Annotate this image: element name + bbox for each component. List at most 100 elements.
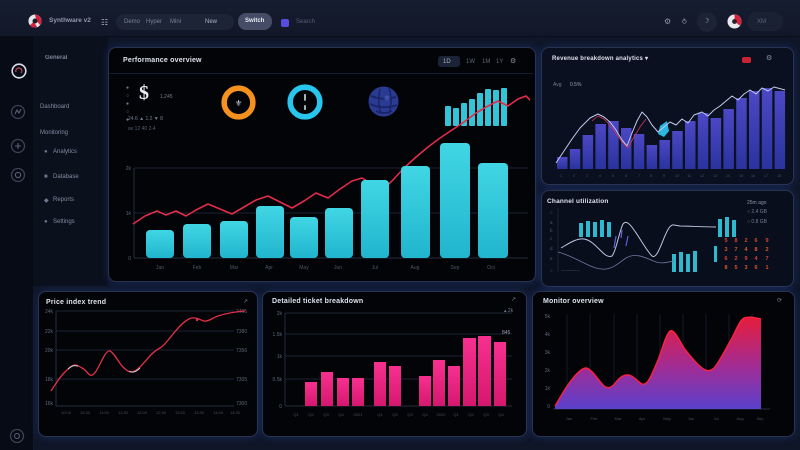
- svg-text:Q1: Q1: [453, 412, 459, 417]
- svg-text:Feb: Feb: [193, 265, 202, 271]
- svg-text:13: 13: [713, 174, 717, 178]
- svg-text:0.5k: 0.5k: [273, 377, 283, 383]
- svg-text:Q4: Q4: [338, 412, 344, 417]
- svg-text:4: 4: [599, 174, 601, 178]
- svg-text:20k: 20k: [45, 348, 54, 354]
- svg-text:12:00: 12:00: [137, 410, 148, 415]
- svg-text:18k: 18k: [45, 377, 54, 383]
- svg-text:Apr: Apr: [265, 265, 273, 271]
- svg-text:7405: 7405: [236, 309, 247, 315]
- svg-text:15: 15: [739, 174, 743, 178]
- svg-text:2021: 2021: [354, 412, 364, 417]
- svg-text:4k: 4k: [545, 332, 551, 338]
- svg-text:Jul: Jul: [713, 416, 718, 421]
- svg-text:3: 3: [744, 265, 747, 271]
- svg-text:11:00: 11:00: [99, 410, 109, 415]
- svg-text:a: a: [550, 220, 553, 225]
- svg-text:⚜: ⚜: [235, 98, 242, 108]
- svg-text:6: 6: [724, 256, 727, 262]
- svg-text:10:30: 10:30: [80, 410, 91, 415]
- svg-text:7: 7: [734, 247, 737, 253]
- svg-text:0: 0: [547, 404, 550, 410]
- svg-text:5: 5: [734, 265, 737, 271]
- svg-text:Jun: Jun: [334, 265, 342, 271]
- svg-text:1: 1: [765, 265, 768, 271]
- svg-text:3: 3: [586, 174, 588, 178]
- svg-text:845: 845: [502, 330, 511, 336]
- svg-text:1k: 1k: [277, 354, 283, 360]
- svg-text:7: 7: [638, 174, 640, 178]
- svg-text:4: 4: [754, 256, 758, 262]
- svg-text:Feb: Feb: [591, 416, 599, 421]
- svg-text:1k: 1k: [126, 211, 132, 217]
- svg-text:2: 2: [573, 174, 575, 178]
- svg-text:16k: 16k: [45, 401, 54, 407]
- svg-text:○: ○: [550, 210, 553, 215]
- svg-text:16: 16: [751, 174, 755, 178]
- svg-text:Aug: Aug: [736, 416, 743, 421]
- svg-text:7: 7: [765, 256, 768, 262]
- svg-text:8: 8: [754, 247, 757, 253]
- svg-text:12: 12: [700, 174, 704, 178]
- svg-text:4: 4: [744, 247, 748, 253]
- svg-text:May: May: [299, 265, 309, 271]
- svg-text:Q1: Q1: [293, 412, 299, 417]
- svg-text:17: 17: [764, 174, 768, 178]
- svg-text:8: 8: [734, 238, 737, 244]
- svg-text:8: 8: [724, 265, 727, 271]
- svg-text:Jan: Jan: [156, 265, 164, 271]
- svg-text:1.5k: 1.5k: [273, 332, 283, 338]
- svg-text:11: 11: [687, 174, 691, 178]
- svg-text:5: 5: [612, 174, 614, 178]
- svg-text:5: 5: [724, 238, 727, 244]
- svg-text:Sep: Sep: [451, 265, 460, 271]
- svg-text:2k: 2k: [126, 166, 132, 172]
- svg-text:9: 9: [765, 238, 768, 244]
- svg-text:13:00: 13:00: [175, 410, 186, 415]
- svg-text:1k: 1k: [545, 386, 551, 392]
- svg-text:7356: 7356: [236, 348, 247, 354]
- svg-text:7300: 7300: [236, 401, 247, 407]
- svg-text:b: b: [550, 228, 553, 233]
- svg-text:9: 9: [744, 256, 747, 262]
- svg-text:2k: 2k: [277, 311, 283, 317]
- svg-text:Q3: Q3: [323, 412, 329, 417]
- svg-text:○: ○: [550, 268, 553, 273]
- svg-text:Sep: Sep: [756, 416, 764, 421]
- svg-text:Oct: Oct: [487, 265, 495, 271]
- svg-text:10:00: 10:00: [61, 410, 72, 415]
- svg-text:Aug: Aug: [411, 265, 420, 271]
- svg-text:13:30: 13:30: [194, 410, 205, 415]
- svg-text:0: 0: [279, 404, 282, 410]
- svg-text:8: 8: [650, 174, 652, 178]
- svg-text:6: 6: [754, 238, 757, 244]
- svg-text:Q3: Q3: [483, 412, 489, 417]
- svg-text:6: 6: [625, 174, 627, 178]
- svg-text:3: 3: [724, 247, 727, 253]
- svg-text:11:30: 11:30: [118, 410, 128, 415]
- svg-text:24k: 24k: [45, 309, 54, 315]
- svg-text:14:00: 14:00: [213, 410, 224, 415]
- svg-text:2: 2: [734, 256, 737, 262]
- svg-text:May: May: [663, 416, 671, 421]
- svg-text:Q4: Q4: [498, 412, 504, 417]
- svg-text:Jul: Jul: [372, 265, 378, 271]
- svg-text:Q4: Q4: [422, 412, 428, 417]
- svg-text:5k: 5k: [545, 314, 551, 320]
- svg-text:6: 6: [754, 265, 757, 271]
- svg-text:d: d: [550, 246, 553, 251]
- svg-text:10: 10: [675, 174, 679, 178]
- svg-text:Q1: Q1: [377, 412, 383, 417]
- svg-text:14:30: 14:30: [230, 410, 241, 415]
- svg-text:2: 2: [765, 247, 768, 253]
- svg-text:1: 1: [560, 174, 562, 178]
- svg-text:Q3: Q3: [407, 412, 413, 417]
- svg-text:Mar: Mar: [615, 416, 623, 421]
- svg-text:e: e: [550, 256, 553, 261]
- svg-text:Q2: Q2: [308, 412, 314, 417]
- svg-text:c: c: [550, 236, 553, 241]
- svg-text:Mar: Mar: [230, 265, 239, 271]
- svg-text:7380: 7380: [236, 329, 247, 335]
- svg-text:12:30: 12:30: [156, 410, 167, 415]
- svg-text:14: 14: [726, 174, 730, 178]
